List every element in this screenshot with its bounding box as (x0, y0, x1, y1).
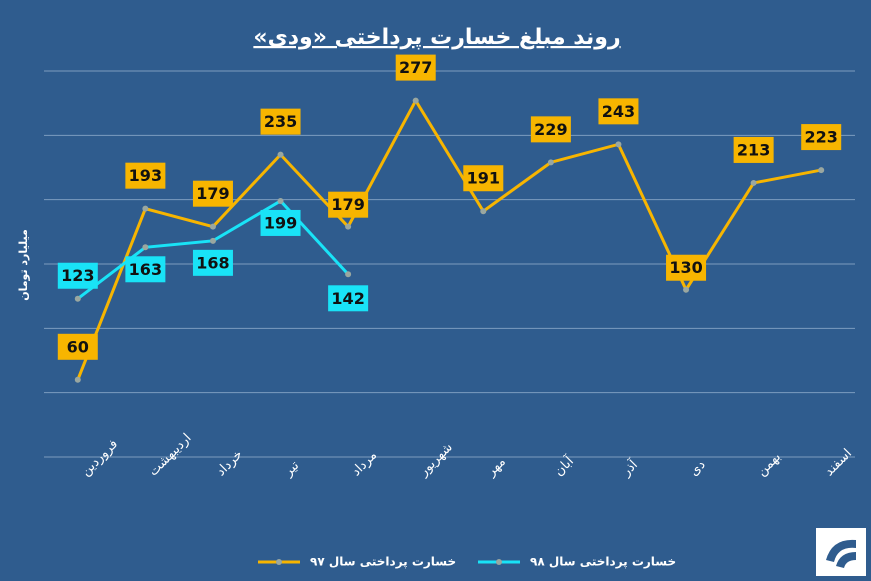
data-label: 243 (602, 102, 635, 121)
point (142, 244, 149, 251)
data-label: 168 (196, 253, 229, 272)
data-label-box (192, 249, 233, 276)
point (750, 179, 757, 186)
point (74, 376, 81, 383)
data-label: 235 (264, 112, 297, 131)
data-label-box (801, 124, 842, 151)
data-label: 179 (331, 195, 364, 214)
data-label-box (57, 333, 98, 360)
data-label-box (598, 98, 639, 125)
point (345, 271, 352, 278)
data-label-box (260, 108, 301, 135)
legend-marker (496, 559, 502, 565)
data-label: 229 (534, 120, 567, 139)
data-label: 179 (196, 184, 229, 203)
point (142, 205, 149, 212)
data-label-box (192, 180, 233, 207)
data-label-box (733, 136, 774, 163)
data-label-box (666, 254, 707, 281)
data-label-box (125, 162, 166, 189)
data-label-box (530, 116, 571, 143)
point (209, 223, 216, 230)
point (209, 237, 216, 244)
point (277, 197, 284, 204)
point (615, 141, 622, 148)
data-label: 223 (805, 128, 838, 147)
data-label: 142 (331, 289, 364, 308)
point (547, 159, 554, 166)
data-label: 163 (129, 260, 162, 279)
y-axis-label: میلیارد تومان (17, 229, 30, 301)
data-label-box (260, 209, 301, 236)
point (74, 295, 81, 302)
data-label-box (395, 54, 436, 81)
data-label-box (328, 285, 369, 312)
data-label: 277 (399, 58, 432, 77)
point (345, 223, 352, 230)
data-label-box (463, 165, 504, 192)
data-label-box (125, 256, 166, 283)
data-label: 193 (129, 166, 162, 185)
data-label-box (57, 262, 98, 289)
legend-marker (276, 559, 282, 565)
point (412, 97, 419, 104)
data-label: 213 (737, 140, 770, 159)
data-label: 60 (67, 337, 89, 356)
logo (816, 528, 866, 576)
point (818, 167, 825, 174)
legend-label: خسارت پرداختی سال ۹۷ (310, 555, 456, 569)
point (277, 151, 284, 158)
point (683, 286, 690, 293)
data-label: 191 (467, 169, 500, 188)
point (480, 208, 487, 215)
data-label: 199 (264, 213, 297, 232)
data-label-box (328, 191, 369, 218)
legend-label: خسارت پرداختی سال ۹۸ (530, 555, 676, 569)
data-label: 130 (669, 258, 702, 277)
chart-title: روند مبلغ خسارت پرداختی «ودی» (253, 25, 620, 50)
data-label: 123 (61, 266, 94, 285)
